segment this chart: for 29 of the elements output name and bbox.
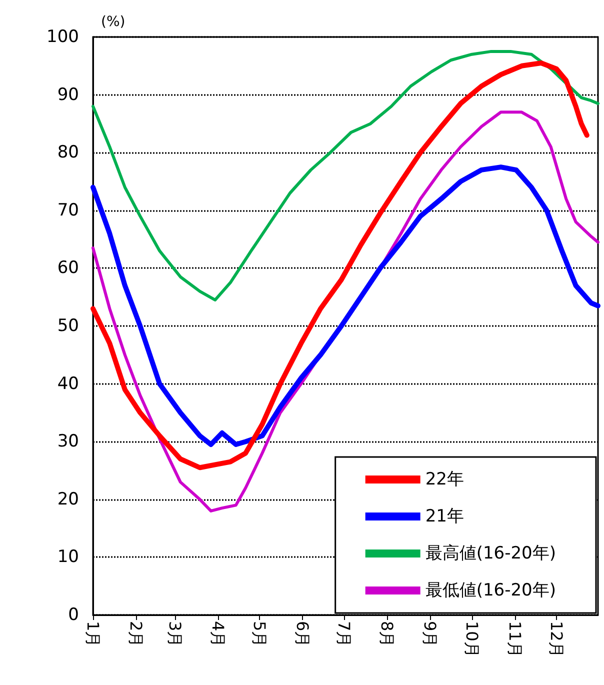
y-tick-label: 90	[57, 84, 79, 105]
y-tick-label: 10	[57, 547, 79, 568]
x-tick-label: 6月	[292, 621, 312, 648]
x-tick-label: 10月	[462, 621, 482, 658]
y-tick-label: 50	[57, 316, 79, 336]
x-tick-label: 11月	[505, 621, 524, 658]
x-tick-label: 7月	[334, 621, 354, 648]
x-tick-label: 5月	[250, 621, 269, 648]
x-tick-label: 4月	[208, 621, 228, 648]
x-tick-label: 3月	[165, 621, 184, 648]
line-series	[92, 50, 600, 302]
legend-label: 22年	[425, 470, 464, 490]
y-tick-label: 20	[57, 489, 79, 510]
x-tick-label: 8月	[378, 621, 397, 648]
legend-label: 21年	[425, 506, 464, 526]
y-tick-label: 0	[68, 605, 79, 625]
y-tick-label: 40	[57, 374, 79, 394]
y-tick-label: 100	[46, 27, 79, 47]
y-tick-label: 70	[57, 200, 79, 220]
legend-label: 最高値(16-20年)	[425, 544, 556, 564]
legend-label: 最低値(16-20年)	[425, 580, 556, 600]
y-tick-label: 80	[57, 142, 79, 163]
x-tick-label: 1月	[84, 621, 102, 648]
x-tick-label: 12月	[546, 621, 566, 658]
x-tick-label: 2月	[126, 621, 146, 648]
y-tick-label: 60	[57, 258, 79, 278]
x-tick-label: 9月	[420, 621, 440, 648]
y-axis-title: (%)	[101, 14, 126, 30]
y-tick-label: 30	[57, 432, 79, 452]
